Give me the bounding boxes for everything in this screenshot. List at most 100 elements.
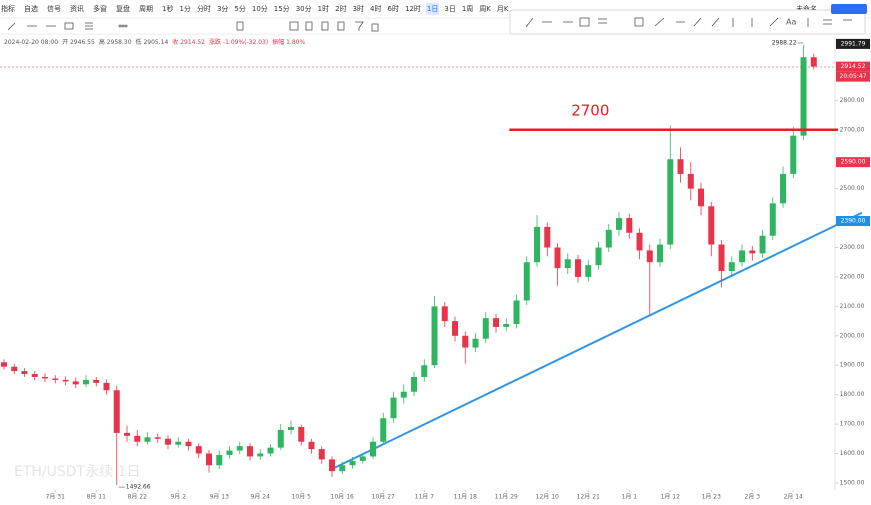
candle-body xyxy=(144,437,151,442)
candle-body xyxy=(247,446,254,457)
candle-body xyxy=(769,203,776,236)
interval-button[interactable]: 1周 xyxy=(461,5,474,13)
ohlc-item: 高 2958.30 xyxy=(98,39,132,46)
candle-body xyxy=(462,335,469,348)
candle-body xyxy=(564,259,571,269)
candle-body xyxy=(790,135,797,174)
candle-body xyxy=(370,441,377,457)
interval-button[interactable]: 周K xyxy=(479,5,491,13)
toolbar-button[interactable]: 复盘 xyxy=(116,5,130,13)
candle-body xyxy=(585,265,592,277)
candle-body xyxy=(534,226,541,263)
layout-name[interactable]: 未命名 xyxy=(796,5,817,13)
svg-text:Aa: Aa xyxy=(786,18,796,27)
candle-body xyxy=(431,306,438,366)
candle-body xyxy=(185,441,192,447)
candle-body xyxy=(390,397,397,419)
x-tick-label: 2月 14 xyxy=(784,494,804,501)
candle-body xyxy=(359,456,366,461)
candle-body xyxy=(523,262,530,301)
candle-body xyxy=(708,206,715,245)
low-label: 1492.66 xyxy=(126,484,151,491)
candle-body xyxy=(739,250,746,263)
interval-button[interactable]: 4时 xyxy=(370,5,382,13)
interval-button[interactable]: 10分 xyxy=(251,5,268,13)
candle-body xyxy=(380,418,387,442)
candle-body xyxy=(687,173,694,189)
interval-button[interactable]: 1秒 xyxy=(162,5,174,13)
x-tick-label: 7月 31 xyxy=(46,494,66,501)
floating-toolbar: Aa xyxy=(509,9,866,35)
candle-body xyxy=(698,188,705,207)
candle-body xyxy=(503,324,510,327)
price-label: 2991.79 xyxy=(841,40,866,47)
interval-button[interactable]: 30分 xyxy=(295,5,312,13)
candle-body xyxy=(216,454,223,466)
interval-button[interactable]: 分时 xyxy=(196,5,211,13)
candle-body xyxy=(657,244,664,263)
candle-body xyxy=(400,391,407,398)
candle-body xyxy=(113,390,120,433)
interval-button[interactable]: 月K xyxy=(496,5,509,13)
candle-body xyxy=(349,460,356,466)
candle-body xyxy=(41,376,48,379)
candle-body xyxy=(482,318,489,339)
candle-body xyxy=(636,232,643,251)
toolbar-button[interactable]: 资讯 xyxy=(70,5,84,13)
candle-body xyxy=(0,362,7,367)
interval-button[interactable]: 1分 xyxy=(179,5,191,13)
candle-body xyxy=(124,432,131,436)
interval-button[interactable]: 3日 xyxy=(444,5,456,13)
candle-body xyxy=(759,235,766,254)
watermark: ETH/USDT永续 1日 xyxy=(14,463,140,480)
interval-button[interactable]: 2时 xyxy=(335,5,347,13)
toolbar-button[interactable]: 周期 xyxy=(139,5,153,13)
ohlc-item: 振幅 1.80% xyxy=(272,39,306,46)
candle-body xyxy=(329,459,336,472)
toolbar-button[interactable]: 多窗 xyxy=(93,5,107,13)
x-tick-label: 1月 23 xyxy=(702,494,722,501)
candle-body xyxy=(165,438,172,445)
price-label-box xyxy=(836,157,870,168)
candle-body xyxy=(257,453,264,457)
x-tick-label: 1月 1 xyxy=(622,494,638,501)
top-toolbar: 指标 自选 信号 资讯 多窗 复盘 周期 1秒 1分 分时 3分 5分 10分 15分 30分 1时 2时 3时 4… xyxy=(0,0,871,18)
candle-body xyxy=(595,247,602,266)
candle-body xyxy=(298,427,305,442)
toolbar-button[interactable]: 指标 xyxy=(1,5,15,13)
candle-body xyxy=(646,250,653,263)
interval-button[interactable]: 6时 xyxy=(387,5,399,13)
datetime: 2024-02-20 08:00 xyxy=(4,39,59,46)
interval-button[interactable]: 1时 xyxy=(317,5,330,13)
y-tick-label: 2800.00 xyxy=(840,97,865,104)
horizontal-line-label: 2700 xyxy=(571,101,609,119)
interval-button[interactable]: 5分 xyxy=(234,5,246,13)
ohlc-info: 2024-02-20 08:00 开 2946.55 高 2958.30 低 2905… xyxy=(4,37,309,46)
high-label: 2988.22 xyxy=(772,39,797,46)
candle-body xyxy=(605,229,612,248)
interval-button[interactable]: 12时 xyxy=(404,5,421,13)
trend-line xyxy=(329,211,863,471)
interval-button[interactable]: 15分 xyxy=(273,5,290,13)
ohlc-item: 低 2905.14 xyxy=(135,39,169,46)
plot: ETH/USDT永续 1日 2800.00 2700.00 2500.00 2300.0… xyxy=(0,36,870,501)
account-button[interactable] xyxy=(831,4,867,14)
price-label: 2914.52 xyxy=(841,63,866,70)
candle-body xyxy=(339,465,346,472)
toolbar-button[interactable]: 信号 xyxy=(47,5,61,13)
candle-body xyxy=(493,318,500,327)
y-tick-label: 2500.00 xyxy=(840,185,865,192)
candle-body xyxy=(544,226,551,248)
candle-body xyxy=(62,379,69,382)
price-label-box xyxy=(836,216,870,227)
y-tick-label: 1800.00 xyxy=(840,391,865,398)
x-tick-label: 12月 21 xyxy=(577,494,600,501)
interval-button[interactable]: 3时 xyxy=(352,5,365,13)
candle-body xyxy=(277,429,284,448)
interval-button[interactable]: 3分 xyxy=(216,5,229,13)
interval-button[interactable]: 1日 xyxy=(425,3,440,15)
candle-body xyxy=(31,374,38,377)
x-tick-label: 10月 27 xyxy=(372,494,395,501)
candle-body xyxy=(288,427,295,430)
toolbar-button[interactable]: 自选 xyxy=(24,5,38,13)
